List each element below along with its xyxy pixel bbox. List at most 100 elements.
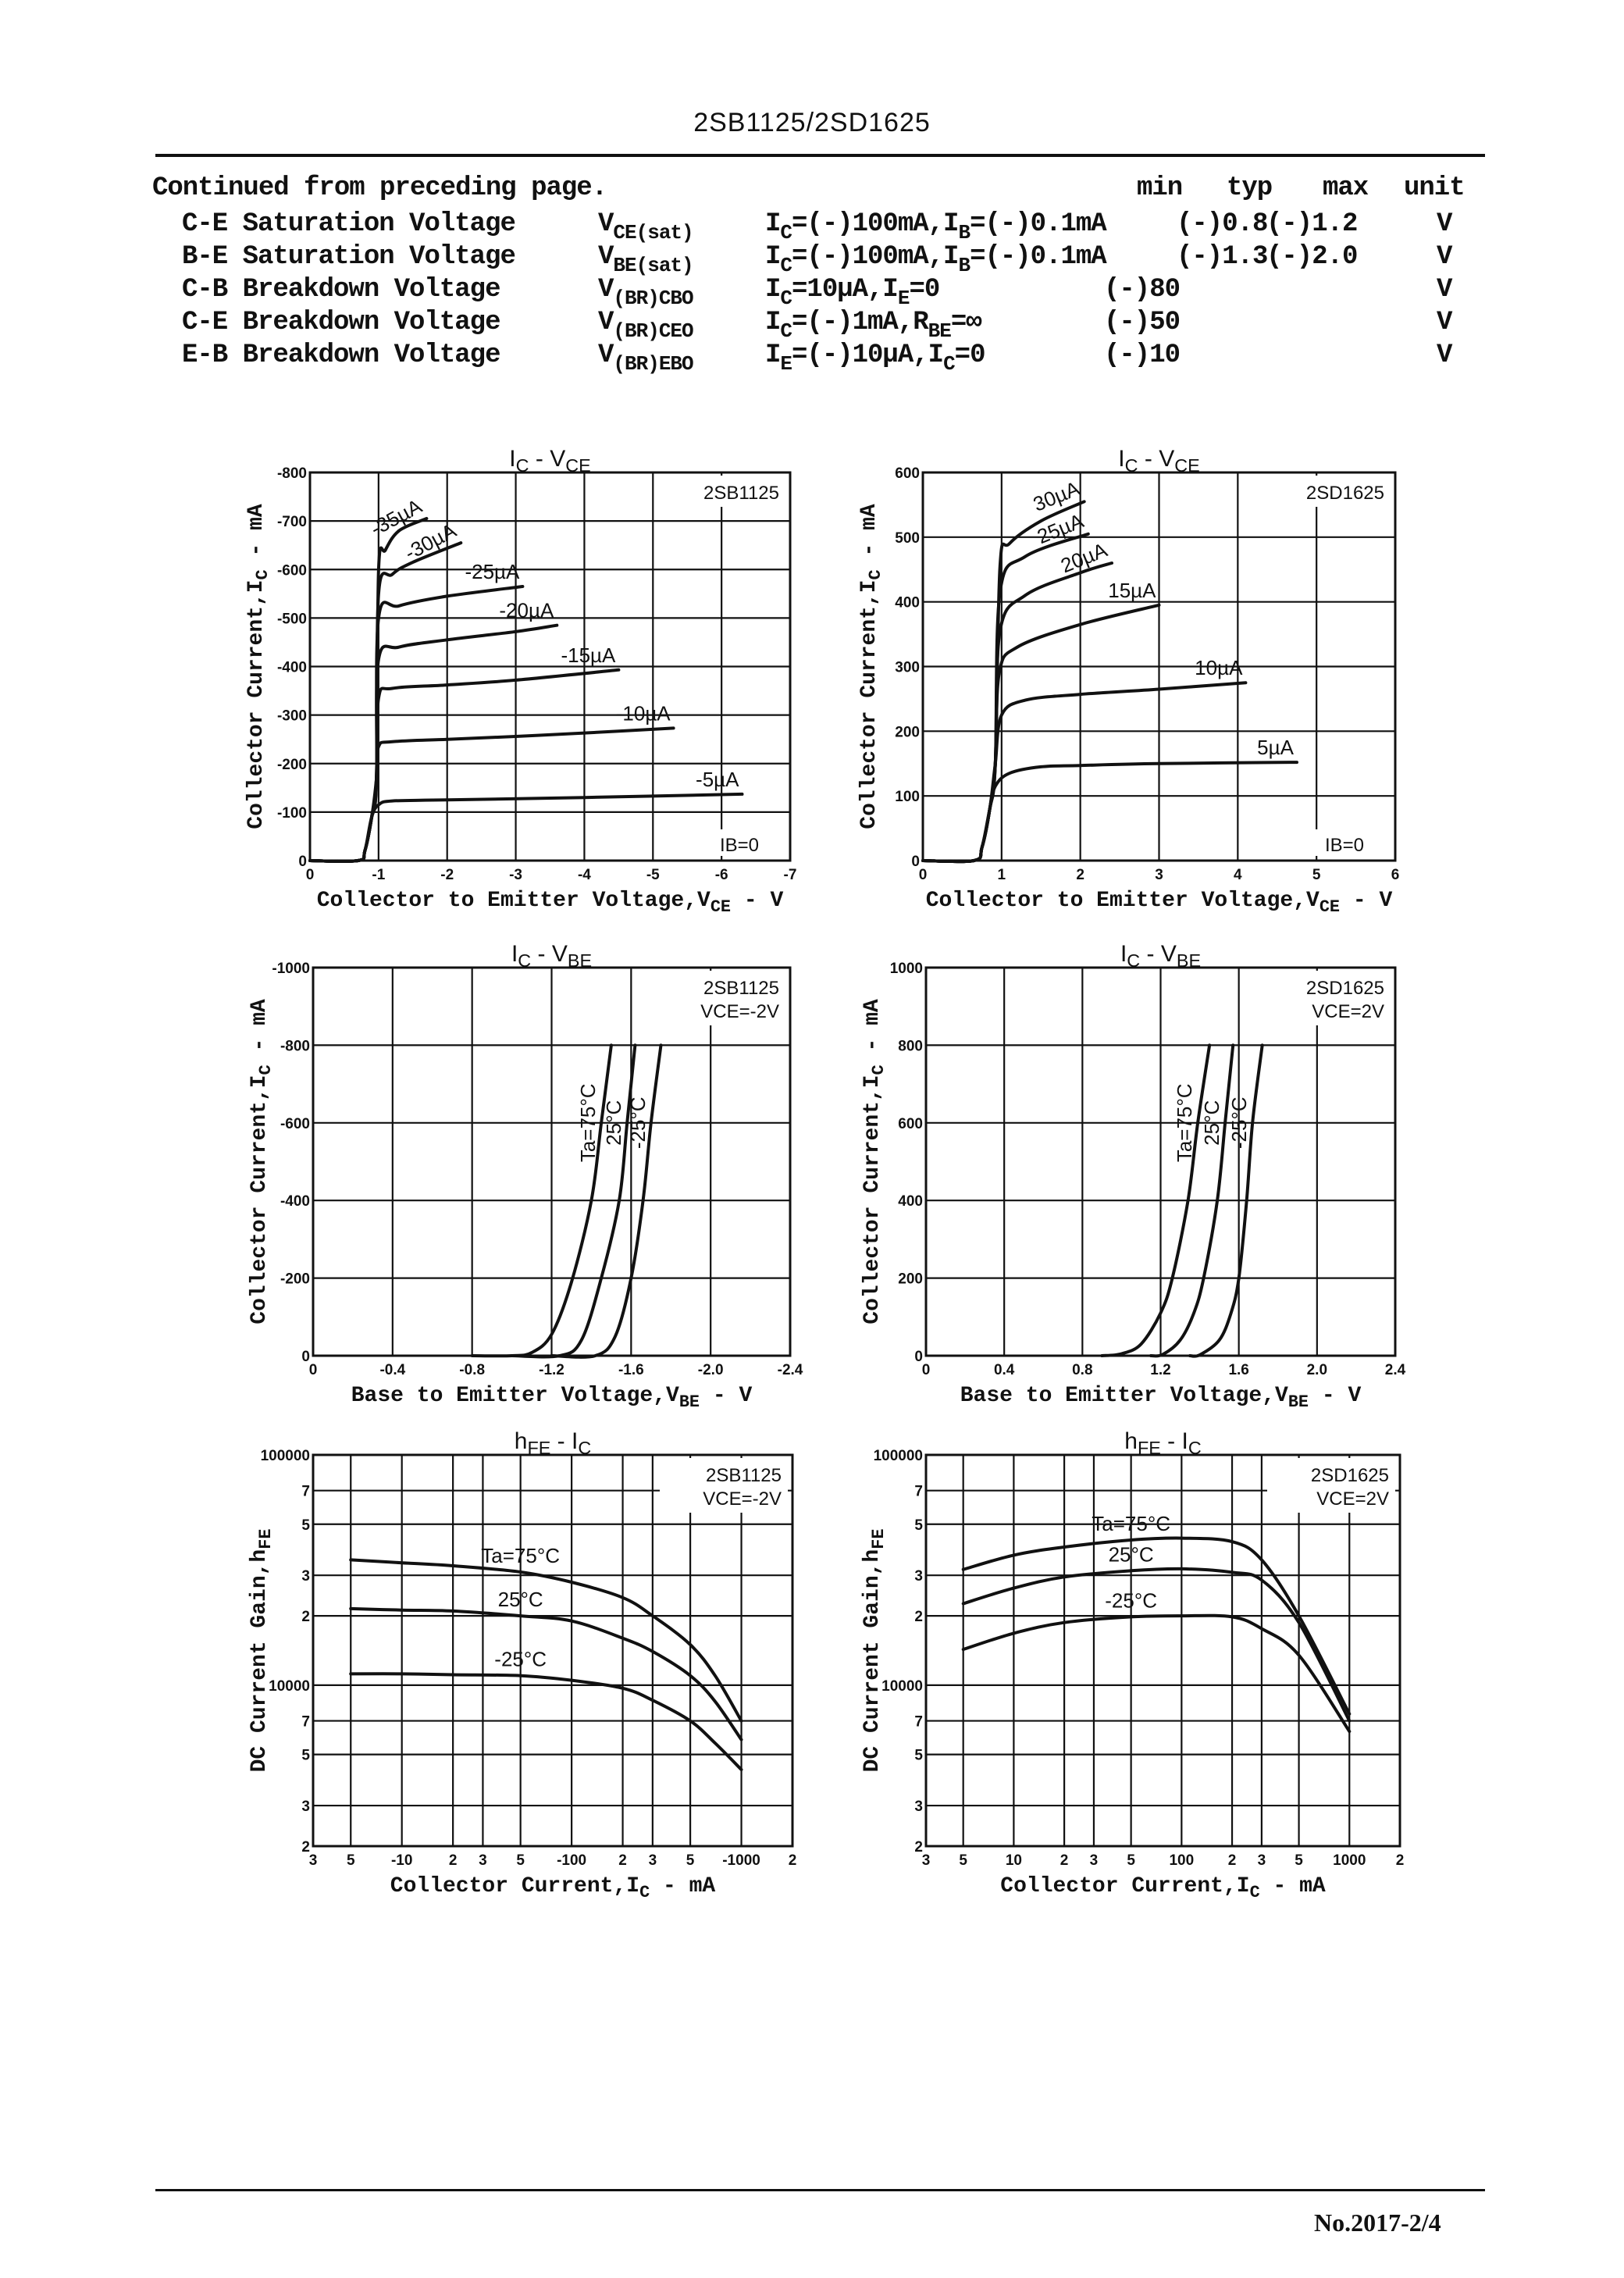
chart-4: 3 5 -10 2 3 5 -100 2 3 5 -1000 22357100002357100000… xyxy=(248,1428,796,1902)
x-tick-label: 0 xyxy=(919,867,928,883)
text-segment: - V xyxy=(1309,1384,1361,1408)
text-segment: - V xyxy=(1140,941,1177,967)
subscript: C xyxy=(578,1438,591,1458)
series-label: -25µA xyxy=(465,560,520,583)
x-tick-label: -2.0 xyxy=(698,1362,724,1378)
y-tick-label: 100000 xyxy=(874,1448,923,1464)
text-segment: - mA xyxy=(857,504,881,569)
y-tick-label: 1000 xyxy=(890,961,923,977)
x-tick-label: 0 xyxy=(306,867,315,883)
x-tick-label: -2 xyxy=(440,867,454,883)
series-line xyxy=(349,1558,743,1723)
value-unit: V xyxy=(1437,275,1452,305)
x-tick-label: 10 xyxy=(1006,1852,1022,1869)
text-segment: Collector Current,I xyxy=(860,1075,885,1324)
y-tick-label: 2 xyxy=(301,1609,310,1625)
text-segment: - mA xyxy=(248,999,272,1064)
x-tick-label: 5 xyxy=(1295,1852,1303,1869)
x-tick-label: 0.4 xyxy=(994,1362,1015,1378)
x-tick-label: 2 xyxy=(789,1852,797,1869)
chart-2: 0 -0.4 -0.8 -1.2 -1.6 -2.0 -2.4 0 -200 -400 -600 -8… xyxy=(248,941,803,1412)
x-tick-label: -6 xyxy=(715,867,728,883)
series-label: 5µA xyxy=(1257,736,1294,759)
series-line xyxy=(1149,1043,1235,1358)
y-tick-label: 2 xyxy=(914,1609,923,1625)
y-tick-label: -600 xyxy=(277,562,307,579)
y-tick-label: 100 xyxy=(895,789,920,805)
chart-title: hFE - IC xyxy=(515,1428,591,1458)
series-label: 25°C xyxy=(1109,1542,1154,1566)
text-segment: - V xyxy=(531,941,568,967)
subscript: CE(sat) xyxy=(613,221,693,244)
y-tick-label: -400 xyxy=(277,660,307,676)
value-min: (-)10 xyxy=(1104,340,1181,370)
series-label: -5µA xyxy=(696,768,739,791)
y-tick-label: -200 xyxy=(280,1271,310,1288)
text-segment: =(-)100mA,I xyxy=(792,209,959,239)
text-segment: V xyxy=(598,242,614,272)
y-axis-label: DC Current Gain,hFE xyxy=(248,1529,276,1773)
column-min: min xyxy=(1137,173,1183,203)
plot-frame xyxy=(921,471,1397,862)
series-label: 10µA xyxy=(1195,656,1243,679)
text-segment: =(-)100mA,I xyxy=(792,242,959,272)
series-line xyxy=(1100,1043,1212,1357)
parameter-symbol: V(BR)CEO xyxy=(598,308,694,343)
condition-label: VCE=2V xyxy=(1312,1001,1384,1022)
x-tick-label: -1.6 xyxy=(618,1362,644,1378)
text-segment: DC Current Gain,h xyxy=(248,1549,272,1773)
device-label: 2SD1625 xyxy=(1306,483,1384,504)
value-max: (-)1.2 xyxy=(1266,209,1358,239)
y-axis-label: Collector Current,IC - mA xyxy=(248,999,276,1324)
column-unit: unit xyxy=(1404,173,1466,203)
y-tick-label: 500 xyxy=(895,530,920,547)
subscript: (BR)CEO xyxy=(613,319,693,343)
y-tick-label: 10000 xyxy=(269,1678,310,1695)
text-segment: =∞ xyxy=(950,308,982,337)
subscript: BE xyxy=(1177,950,1201,971)
chart-title: hFE - IC xyxy=(1124,1428,1201,1458)
annotation-backdrop xyxy=(696,829,767,856)
x-tick-label: 3 xyxy=(1258,1852,1266,1869)
x-tick-label: 3 xyxy=(922,1852,931,1869)
x-tick-label: 5 xyxy=(347,1852,355,1869)
x-tick-label: -0.8 xyxy=(459,1362,485,1378)
x-tick-label: -7 xyxy=(784,867,797,883)
series-label: -20µA xyxy=(499,599,554,622)
y-tick-label: 600 xyxy=(895,465,920,482)
x-tick-label: 5 xyxy=(1127,1852,1135,1869)
annotation-backdrop xyxy=(660,1458,788,1513)
x-axis-label: Base to Emitter Voltage,VBE - V xyxy=(351,1384,753,1412)
subscript: BE xyxy=(568,950,592,971)
value-unit: V xyxy=(1437,242,1452,272)
x-tick-label: 1000 xyxy=(1333,1852,1366,1869)
column-max: max xyxy=(1323,173,1369,203)
subscript: C xyxy=(1250,1883,1260,1902)
text-segment: I xyxy=(509,446,515,472)
x-tick-label: 1.6 xyxy=(1228,1362,1248,1378)
x-tick-label: 4 xyxy=(1234,867,1242,883)
y-tick-label: 0 xyxy=(914,1349,923,1365)
text-segment: - V xyxy=(731,889,783,913)
series-line xyxy=(921,500,1086,864)
y-tick-label: -500 xyxy=(277,611,307,627)
test-conditions: IC=(-)100mA,IB=(-)0.1mA xyxy=(765,209,1107,244)
y-tick-label: 2 xyxy=(301,1839,310,1856)
y-axis-label: Collector Current,IC - mA xyxy=(860,999,889,1324)
text-segment: - mA xyxy=(860,999,885,1064)
value-min: (-)80 xyxy=(1104,275,1181,305)
chart-title: IC - VBE xyxy=(1120,941,1201,971)
text-segment: h xyxy=(515,1428,528,1454)
x-tick-label: -2.4 xyxy=(778,1362,803,1378)
text-segment: I xyxy=(1120,941,1127,967)
text-segment: - mA xyxy=(244,504,269,569)
annotation-backdrop xyxy=(1267,1458,1395,1513)
x-tick-label: -1.2 xyxy=(539,1362,564,1378)
y-tick-label: 0 xyxy=(301,1349,310,1365)
subscript: C xyxy=(780,221,792,244)
value-max: (-)2.0 xyxy=(1266,242,1358,272)
subscript: C xyxy=(943,352,956,376)
parameter-symbol: V(BR)EBO xyxy=(598,340,694,376)
column-typ: typ xyxy=(1227,173,1273,203)
